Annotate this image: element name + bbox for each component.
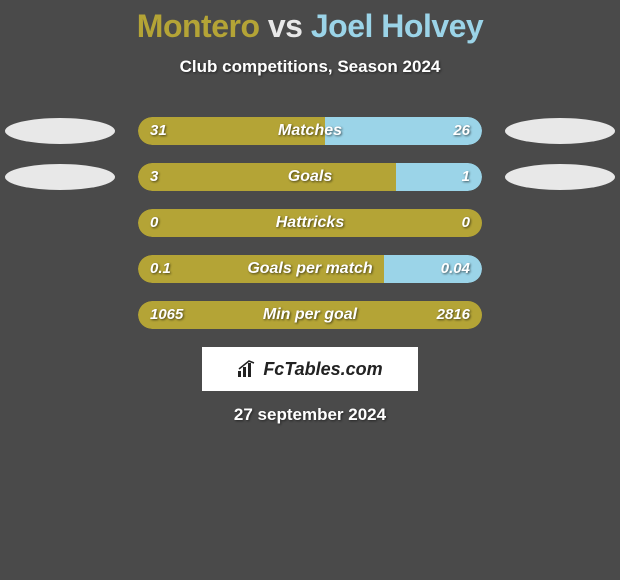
stat-rows: 3126Matches 31Goals 00Hattricks 0.10.04Goal… <box>0 117 620 329</box>
stat-label: Hattricks <box>138 209 482 237</box>
stat-row: 00Hattricks <box>0 209 620 237</box>
vs-text: vs <box>268 8 303 44</box>
stat-row: 0.10.04Goals per match <box>0 255 620 283</box>
player2-avatar-placeholder <box>505 118 615 144</box>
date-text: 27 september 2024 <box>0 405 620 425</box>
player1-avatar-placeholder <box>5 118 115 144</box>
player2-avatar-placeholder <box>505 164 615 190</box>
player1-avatar-placeholder <box>5 164 115 190</box>
stat-label: Matches <box>138 117 482 145</box>
stat-bar-track: 10652816Min per goal <box>138 301 482 329</box>
stat-row: 3126Matches <box>0 117 620 145</box>
player1-name: Montero <box>137 8 260 44</box>
stat-row: 10652816Min per goal <box>0 301 620 329</box>
stat-row: 31Goals <box>0 163 620 191</box>
player2-name: Joel Holvey <box>311 8 483 44</box>
comparison-widget: Montero vs Joel Holvey Club competitions… <box>0 0 620 425</box>
stat-bar-track: 0.10.04Goals per match <box>138 255 482 283</box>
subtitle: Club competitions, Season 2024 <box>0 57 620 77</box>
logo-box: FcTables.com <box>202 347 418 391</box>
logo-text: FcTables.com <box>263 359 382 380</box>
page-title: Montero vs Joel Holvey <box>0 8 620 45</box>
stat-bar-track: 31Goals <box>138 163 482 191</box>
stat-label: Goals <box>138 163 482 191</box>
stat-label: Min per goal <box>138 301 482 329</box>
stat-bar-track: 3126Matches <box>138 117 482 145</box>
chart-icon <box>237 360 259 378</box>
stat-label: Goals per match <box>138 255 482 283</box>
stat-bar-track: 00Hattricks <box>138 209 482 237</box>
